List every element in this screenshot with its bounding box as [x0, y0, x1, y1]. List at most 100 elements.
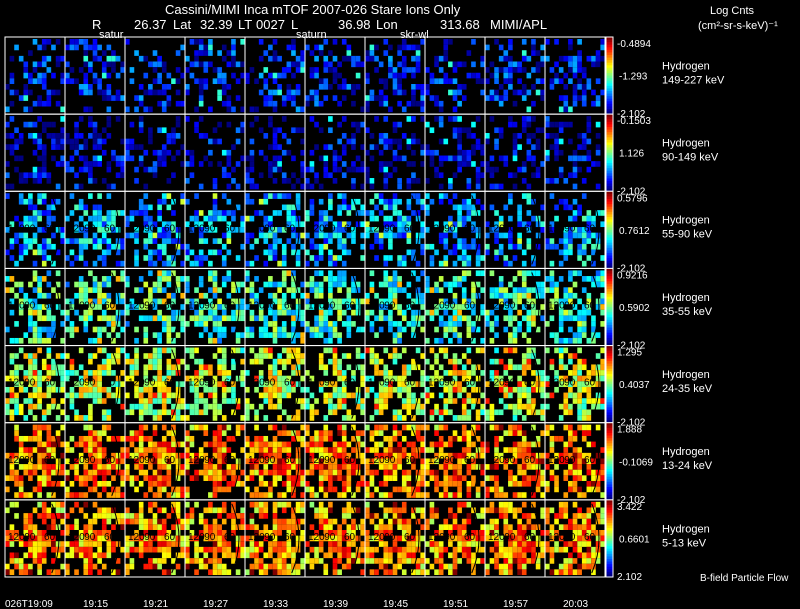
heatmap-cell — [120, 292, 125, 299]
heatmap-cell — [9, 116, 15, 122]
heatmap-cell — [517, 469, 522, 476]
heatmap-cell — [443, 50, 449, 56]
heatmap-cell — [92, 375, 98, 382]
heatmap-cell — [106, 161, 112, 167]
heatmap-cell — [152, 381, 158, 387]
heatmap-cell — [429, 260, 435, 267]
heatmap-cell — [581, 364, 587, 371]
heatmap-cell — [411, 193, 416, 199]
heatmap-cell — [46, 524, 52, 530]
heatmap-cell — [568, 386, 573, 393]
heatmap-cell — [521, 127, 527, 134]
heatmap-cell — [175, 243, 181, 250]
heatmap-cell — [563, 121, 569, 128]
heatmap-cell — [337, 100, 342, 107]
heatmap-cell — [595, 50, 601, 56]
heatmap-cell — [291, 172, 296, 179]
heatmap-cell — [595, 480, 601, 487]
heatmap-cell — [74, 255, 79, 261]
heatmap-cell — [69, 480, 75, 487]
heatmap-cell — [272, 133, 278, 139]
heatmap-cell — [383, 298, 389, 305]
heatmap-cell — [558, 364, 564, 371]
heatmap-cell — [92, 72, 98, 79]
heatmap-cell — [457, 435, 462, 442]
heatmap-cell — [388, 287, 393, 293]
heatmap-cell — [51, 541, 56, 547]
heatmap-cell — [106, 95, 112, 101]
heatmap-cell — [351, 424, 356, 431]
heatmap-cell — [318, 475, 324, 481]
heatmap-cell — [194, 424, 199, 431]
heatmap-cell — [521, 315, 527, 322]
heatmap-cell — [217, 409, 222, 416]
heatmap-cell — [475, 281, 481, 288]
heatmap-cell — [5, 172, 10, 179]
heatmap-cell — [83, 309, 89, 316]
heatmap-cell — [429, 198, 435, 205]
heatmap-cell — [475, 386, 481, 393]
heatmap-cell — [503, 304, 509, 310]
heatmap-cell — [23, 178, 29, 184]
heatmap-cell — [517, 210, 522, 216]
heatmap-cell — [212, 415, 218, 421]
heatmap-cell — [268, 392, 273, 399]
heatmap-cell — [14, 563, 19, 570]
heatmap-cell — [535, 358, 541, 365]
heatmap-cell — [401, 55, 407, 62]
heatmap-cell — [485, 486, 490, 493]
heatmap-cell — [581, 155, 587, 162]
heatmap-cell — [51, 260, 56, 267]
heatmap-cell — [37, 392, 42, 399]
heatmap-cells — [5, 39, 605, 575]
heatmap-cell — [595, 210, 601, 216]
heatmap-cell — [217, 95, 222, 101]
heatmap-cell — [281, 375, 287, 382]
heatmap-cell — [97, 326, 102, 333]
heatmap-cell — [526, 309, 532, 316]
heatmap-cell — [318, 309, 324, 316]
heatmap-cell — [568, 464, 573, 470]
heatmap-cell — [194, 260, 199, 267]
heatmap-cell — [526, 183, 532, 190]
heatmap-cell — [512, 403, 518, 410]
heatmap-cell — [471, 298, 476, 305]
heatmap-cell — [517, 441, 522, 448]
heatmap-cell — [291, 221, 296, 228]
heatmap-cell — [32, 67, 38, 73]
heatmap-cell — [231, 452, 236, 459]
heatmap-cell — [388, 309, 393, 316]
heatmap-cell — [272, 249, 278, 256]
heatmap-cell — [37, 100, 42, 107]
heatmap-cell — [388, 238, 393, 244]
heatmap-cell — [217, 78, 222, 85]
heatmap-cell — [281, 249, 287, 256]
heatmap-cell — [263, 155, 269, 162]
heatmap-cell — [360, 364, 365, 371]
heatmap-cell — [92, 161, 98, 167]
heatmap-cell — [240, 415, 245, 421]
heatmap-cell — [531, 492, 536, 498]
heatmap-cell — [586, 441, 592, 448]
heatmap-cell — [457, 138, 462, 145]
heatmap-cell — [101, 50, 107, 56]
heatmap-cell — [203, 215, 209, 222]
heatmap-cell — [397, 221, 402, 228]
heatmap-cell — [152, 161, 158, 167]
heatmap-cell — [37, 569, 42, 575]
heatmap-cell — [51, 198, 56, 205]
heatmap-cell — [591, 381, 596, 387]
heatmap-cell — [189, 375, 195, 382]
heatmap-cell — [83, 292, 89, 299]
heatmap-cell — [152, 89, 158, 96]
heatmap-cell — [341, 392, 347, 399]
heatmap-cell — [111, 326, 116, 333]
heatmap-cell — [448, 452, 453, 459]
heatmap-cell — [300, 183, 305, 190]
heatmap-cell — [466, 398, 472, 404]
heatmap-cell — [337, 398, 342, 404]
heatmap-cell — [577, 309, 582, 316]
heatmap-cell — [425, 144, 430, 150]
heatmap-cell — [143, 238, 149, 244]
heatmap-cell — [526, 116, 532, 122]
